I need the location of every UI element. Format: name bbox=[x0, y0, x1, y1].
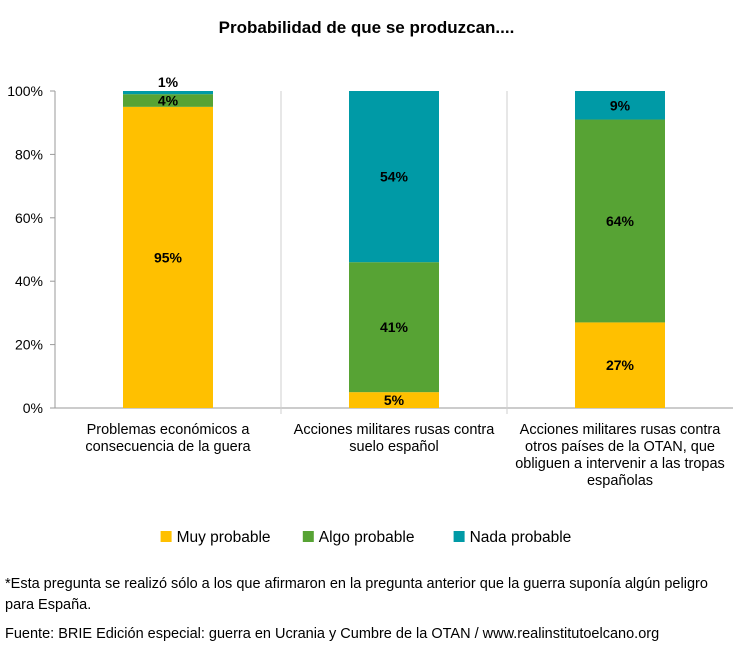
y-tick-label: 80% bbox=[15, 146, 43, 162]
chart-legend: Muy probable Algo probable Nada probable bbox=[160, 529, 572, 546]
chart-title: Probabilidad de que se produzcan.... bbox=[218, 18, 515, 37]
legend-swatch bbox=[453, 531, 465, 542]
bar-segment bbox=[123, 91, 213, 95]
y-tick-label: 100% bbox=[7, 83, 43, 99]
data-label: 54% bbox=[380, 169, 409, 185]
x-category-label: consecuencia de la guera bbox=[85, 439, 251, 455]
legend-item: Algo probable bbox=[319, 529, 415, 546]
data-label: 64% bbox=[606, 213, 635, 229]
stacked-bar-chart: 0% 20% 40% 60% 80% 100% 95% 4% 1% Problemas econó… bbox=[7, 74, 733, 546]
bar-segment bbox=[575, 322, 665, 408]
y-tick-label: 60% bbox=[15, 210, 43, 226]
x-category-label: otros países de la OTAN, que bbox=[525, 439, 715, 455]
data-label: 9% bbox=[610, 97, 631, 113]
y-tick-label: 20% bbox=[15, 337, 43, 353]
bar-segment bbox=[575, 119, 665, 323]
x-category-label: suelo español bbox=[349, 439, 439, 455]
x-category-label: Acciones militares rusas contra bbox=[520, 422, 722, 438]
data-label: 95% bbox=[154, 249, 183, 265]
legend-item: Nada probable bbox=[470, 529, 572, 546]
source-note: Fuente: BRIE Edición especial: guerra en… bbox=[5, 626, 660, 642]
y-tick-label: 40% bbox=[15, 273, 43, 289]
legend-swatch bbox=[302, 531, 314, 542]
data-label: 41% bbox=[380, 319, 409, 335]
data-label: 5% bbox=[384, 392, 405, 408]
bar-segment bbox=[349, 262, 439, 393]
data-label: 27% bbox=[606, 357, 635, 373]
legend-swatch bbox=[160, 531, 172, 542]
bar-segment bbox=[349, 392, 439, 408]
x-category-label: Acciones militares rusas contra bbox=[294, 422, 496, 438]
footnote: *Esta pregunta se realizó sólo a los que… bbox=[5, 576, 708, 613]
y-tick-label: 0% bbox=[23, 400, 43, 416]
legend-item: Muy probable bbox=[177, 529, 271, 546]
data-label: 1% bbox=[158, 74, 179, 90]
bar-segment bbox=[123, 106, 213, 408]
bar-segment bbox=[349, 91, 439, 263]
x-category-label: obliguen a intervenir a las tropas bbox=[515, 456, 725, 472]
data-label: 4% bbox=[158, 93, 179, 109]
x-category-label: Problemas económicos a bbox=[87, 422, 251, 438]
bar-segment bbox=[123, 94, 213, 107]
bar-segment bbox=[575, 91, 665, 120]
x-category-label: españolas bbox=[587, 473, 653, 489]
